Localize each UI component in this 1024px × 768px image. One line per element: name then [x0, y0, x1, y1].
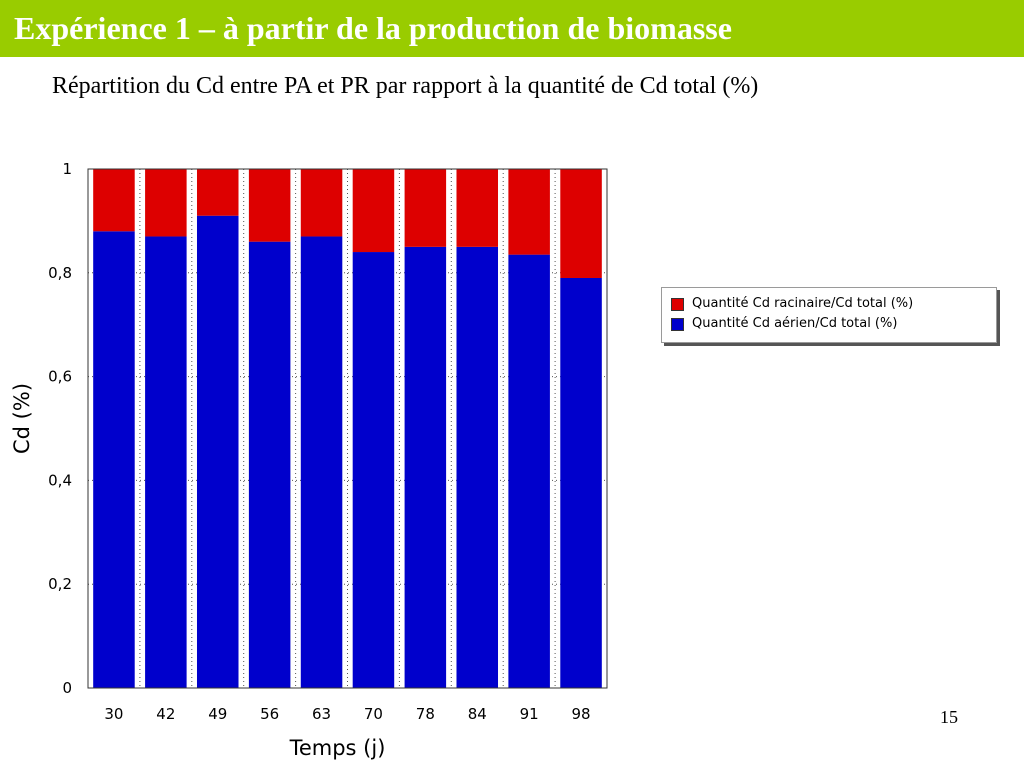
y-tick-label: 0,2 — [48, 575, 72, 593]
bar-segment-aerien — [456, 246, 499, 688]
stacked-bar-chart: 0 0,2 0,4 0,6 0,8 1 30 42 49 56 63 70 78 84 91 98 Temp… — [10, 160, 608, 760]
bar-segment-aerien — [300, 236, 343, 688]
bar-segment-aerien — [404, 246, 447, 688]
x-axis-label: Temps (j) — [289, 736, 386, 760]
x-tick-label: 49 — [208, 705, 227, 723]
x-tick-label: 42 — [156, 705, 175, 723]
x-tick-label: 70 — [364, 705, 383, 723]
bar-segment-racinaire — [560, 169, 602, 278]
legend-item-racinaire: Quantité Cd racinaire/Cd total (%) — [671, 295, 914, 313]
bar-segment-racinaire — [300, 169, 343, 237]
chart-legend: Quantité Cd racinaire/Cd total (%) Quant… — [661, 287, 997, 343]
x-tick-label: 98 — [572, 705, 591, 723]
x-tick-label: 30 — [104, 705, 123, 723]
bar-segment-aerien — [560, 277, 602, 688]
bars-layer — [93, 169, 602, 688]
x-tick-labels: 30 42 49 56 63 70 78 84 91 98 — [104, 705, 590, 723]
legend-label-aerien: Quantité Cd aérien/Cd total (%) — [692, 316, 898, 331]
bar-segment-aerien — [196, 215, 239, 688]
legend-item-aerien: Quantité Cd aérien/Cd total (%) — [671, 315, 898, 333]
slide-title: Expérience 1 – à partir de la production… — [14, 10, 732, 46]
bar-segment-aerien — [145, 236, 187, 688]
y-axis-label: Cd (%) — [10, 383, 34, 454]
bar-segment-aerien — [508, 254, 550, 688]
bar-segment-racinaire — [145, 169, 187, 237]
bar-segment-racinaire — [456, 169, 499, 247]
legend-label-racinaire: Quantité Cd racinaire/Cd total (%) — [692, 296, 914, 311]
x-tick-label: 91 — [520, 705, 539, 723]
x-tick-label: 84 — [468, 705, 487, 723]
legend-swatch-racinaire — [671, 298, 684, 311]
bar-segment-racinaire — [508, 169, 550, 255]
y-tick-label: 1 — [62, 160, 72, 178]
y-tick-label: 0,4 — [48, 471, 72, 489]
legend-swatch-aerien — [671, 318, 684, 331]
y-tick-labels: 0 0,2 0,4 0,6 0,8 1 — [48, 160, 72, 697]
bar-segment-racinaire — [93, 169, 135, 232]
bar-segment-racinaire — [352, 169, 395, 253]
bar-segment-racinaire — [404, 169, 447, 247]
x-tick-label: 63 — [312, 705, 331, 723]
bar-segment-aerien — [352, 252, 395, 688]
x-tick-label: 56 — [260, 705, 279, 723]
plot-frame — [87, 168, 608, 689]
page-number: 15 — [940, 707, 958, 727]
y-tick-label: 0,8 — [48, 264, 72, 282]
x-tick-label: 78 — [416, 705, 435, 723]
y-tick-label: 0,6 — [48, 368, 72, 386]
bar-segment-aerien — [93, 231, 135, 688]
slide-subtitle: Répartition du Cd entre PA et PR par rap… — [52, 73, 759, 99]
bar-segment-aerien — [248, 241, 291, 688]
title-bar: Expérience 1 – à partir de la production… — [0, 0, 1024, 57]
y-tick-label: 0 — [62, 679, 72, 697]
bar-segment-racinaire — [196, 169, 239, 216]
bar-segment-racinaire — [248, 169, 291, 242]
